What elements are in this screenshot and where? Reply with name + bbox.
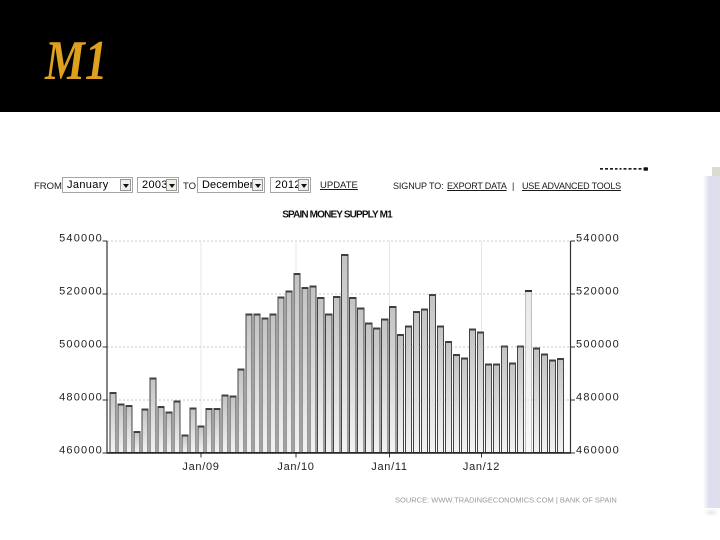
svg-text:Jan/09: Jan/09	[182, 461, 219, 473]
svg-text:Jan/11: Jan/11	[371, 461, 407, 473]
svg-text:540000: 540000	[576, 233, 620, 245]
svg-text:480000: 480000	[576, 392, 620, 404]
svg-text:520000: 520000	[576, 286, 620, 298]
svg-text:480000: 480000	[59, 392, 103, 404]
svg-text:540000: 540000	[59, 233, 103, 245]
svg-text:520000: 520000	[59, 286, 103, 298]
svg-text:500000: 500000	[576, 339, 620, 351]
svg-text:460000: 460000	[59, 445, 103, 457]
svg-text:Jan/12: Jan/12	[463, 461, 500, 473]
svg-text:Jan/10: Jan/10	[277, 461, 314, 473]
svg-text:SOURCE: WWW.TRADINGECONOMICS.: SOURCE: WWW.TRADINGECONOMICS.COM | BANK …	[395, 496, 617, 505]
svg-text:SPAIN MONEY SUPPLY M1: SPAIN MONEY SUPPLY M1	[282, 210, 393, 221]
svg-text:500000: 500000	[59, 339, 103, 351]
svg-text:460000: 460000	[576, 445, 620, 457]
